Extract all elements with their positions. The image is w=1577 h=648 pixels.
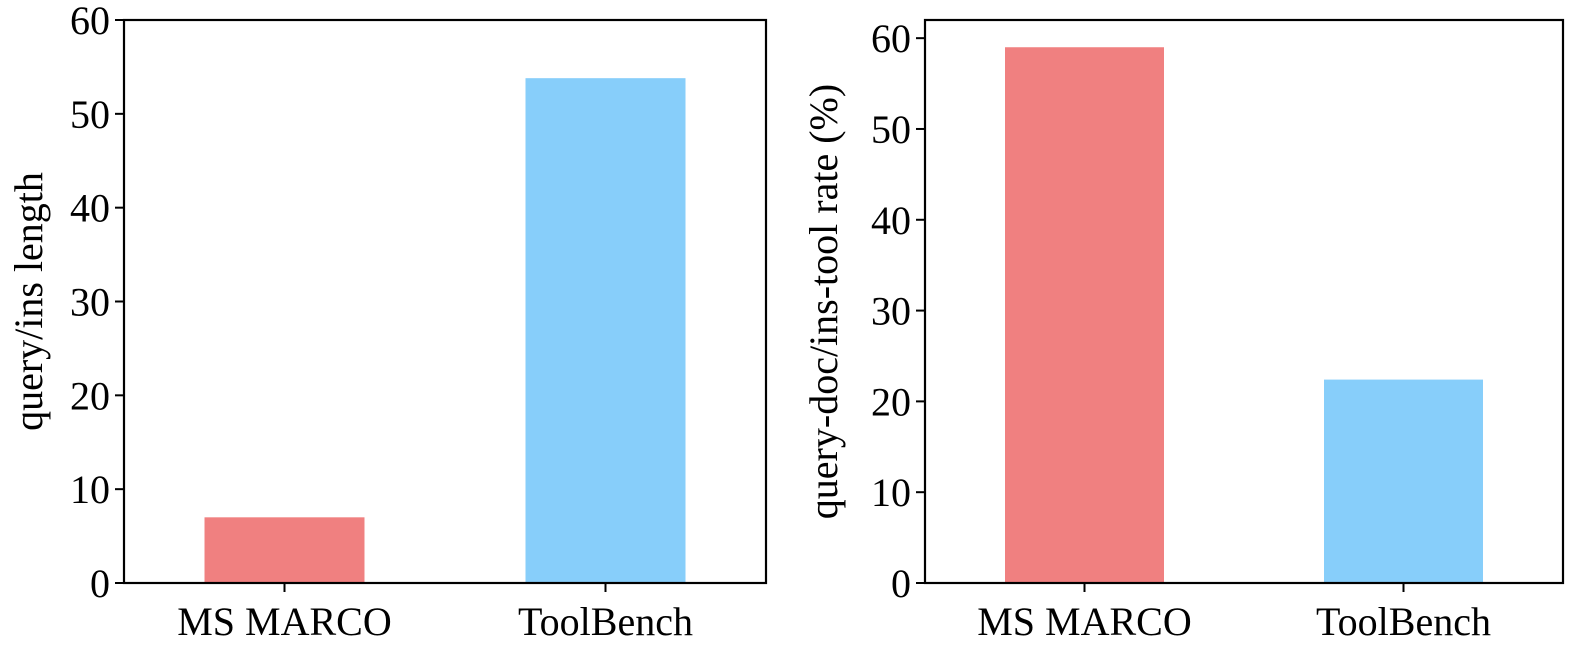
left-x-tick-label: ToolBench (518, 599, 693, 644)
right-y-tick-label: 50 (871, 107, 911, 152)
right-y-tick-label: 0 (891, 561, 911, 606)
right-y-axis-label: query-doc/ins-tool rate (%) (801, 84, 846, 519)
left-plot-frame (122, 18, 768, 585)
left-y-tick-label: 0 (90, 561, 110, 606)
right-x-tick-label: ToolBench (1316, 599, 1491, 644)
left-x-tick-label: MS MARCO (177, 599, 392, 644)
left-chart-panel: MS MARCO ToolBench 0 10 20 30 40 50 60 query/ins … (6, 0, 768, 644)
right-y-tick-label: 30 (871, 289, 911, 334)
left-y-tick-label: 40 (70, 186, 110, 231)
right-x-tick-label: MS MARCO (977, 599, 1192, 644)
right-chart-panel: MS MARCO ToolBench 0 10 20 30 40 50 60 query-doc/… (801, 16, 1565, 644)
left-y-tick-label: 20 (70, 373, 110, 418)
left-y-tick-label: 50 (70, 92, 110, 137)
right-y-tick-label: 40 (871, 198, 911, 243)
right-bar-ms-marco (1005, 47, 1164, 583)
left-y-tick-label: 60 (70, 0, 110, 43)
left-bar-toolbench (525, 78, 686, 583)
right-y-tick-label: 10 (871, 470, 911, 515)
right-y-tick-label: 60 (871, 16, 911, 61)
right-y-tick-label: 20 (871, 379, 911, 424)
right-plot-frame (923, 18, 1565, 585)
left-y-tick-label: 30 (70, 280, 110, 325)
left-y-axis-label: query/ins length (6, 172, 51, 431)
left-bar-ms-marco (204, 517, 365, 583)
left-y-tick-label: 10 (70, 467, 110, 512)
right-bar-toolbench (1324, 379, 1483, 583)
